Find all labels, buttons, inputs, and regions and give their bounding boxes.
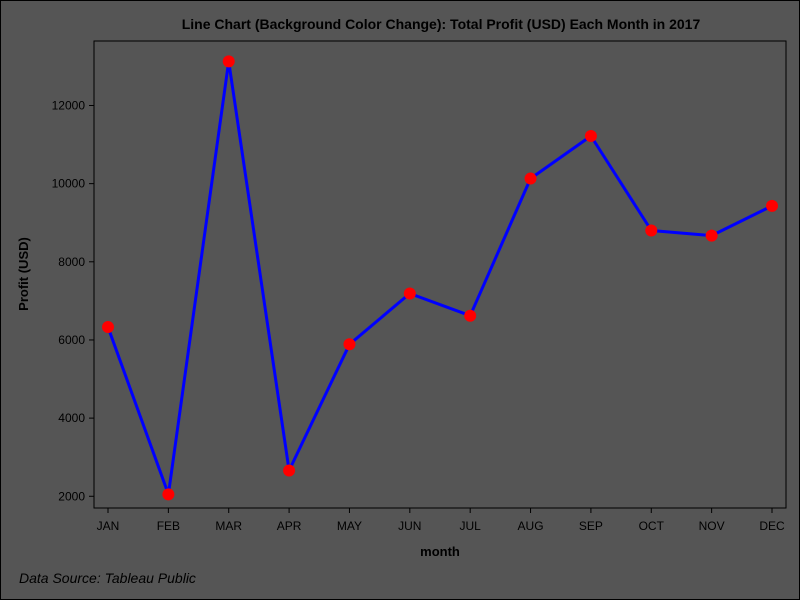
y-tick-label: 6000: [58, 333, 85, 347]
chart-title: Line Chart (Background Color Change): To…: [182, 16, 701, 32]
data-point-marker: [705, 229, 718, 242]
data-point-marker: [102, 321, 114, 334]
x-axis: JAN FEB MAR APR MAY JUN JUL AUG SEP OCT NOV DEC: [97, 508, 785, 533]
x-tick-label: JUL: [460, 519, 482, 533]
x-tick-label: AUG: [518, 519, 544, 533]
data-point-marker: [222, 55, 235, 68]
x-tick-label: FEB: [157, 519, 180, 533]
x-tick-label: SEP: [579, 519, 603, 533]
data-point-marker: [283, 464, 296, 477]
data-point-marker: [766, 199, 778, 212]
data-point-marker: [464, 309, 477, 322]
data-point-marker: [343, 338, 356, 351]
y-axis-title: Profit (USD): [16, 237, 31, 311]
x-tick-label: APR: [277, 519, 302, 533]
x-tick-label: JAN: [97, 519, 120, 533]
x-tick-label: JUN: [398, 519, 421, 533]
data-point-marker: [524, 172, 537, 185]
series-layer: [102, 55, 778, 501]
series-line: [106, 59, 773, 496]
x-tick-label: NOV: [699, 519, 725, 533]
x-tick-label: DEC: [759, 519, 785, 533]
y-axis: 2000 4000 6000 8000 10000 12000: [52, 98, 94, 503]
y-tick-label: 2000: [58, 489, 85, 503]
data-point-marker: [645, 224, 658, 237]
data-source-note: Data Source: Tableau Public: [19, 570, 196, 586]
y-tick-label: 4000: [58, 411, 85, 425]
x-tick-label: OCT: [639, 519, 665, 533]
y-tick-label: 10000: [52, 177, 86, 191]
plot-area-frame: [93, 40, 787, 509]
x-tick-label: MAY: [337, 519, 362, 533]
y-tick-label: 8000: [58, 255, 85, 269]
x-tick-label: MAR: [215, 519, 242, 533]
data-point-marker: [403, 287, 416, 300]
data-point-marker: [584, 129, 597, 142]
x-axis-title: month: [420, 544, 460, 559]
data-point-marker: [162, 488, 175, 501]
y-tick-label: 12000: [52, 98, 86, 112]
